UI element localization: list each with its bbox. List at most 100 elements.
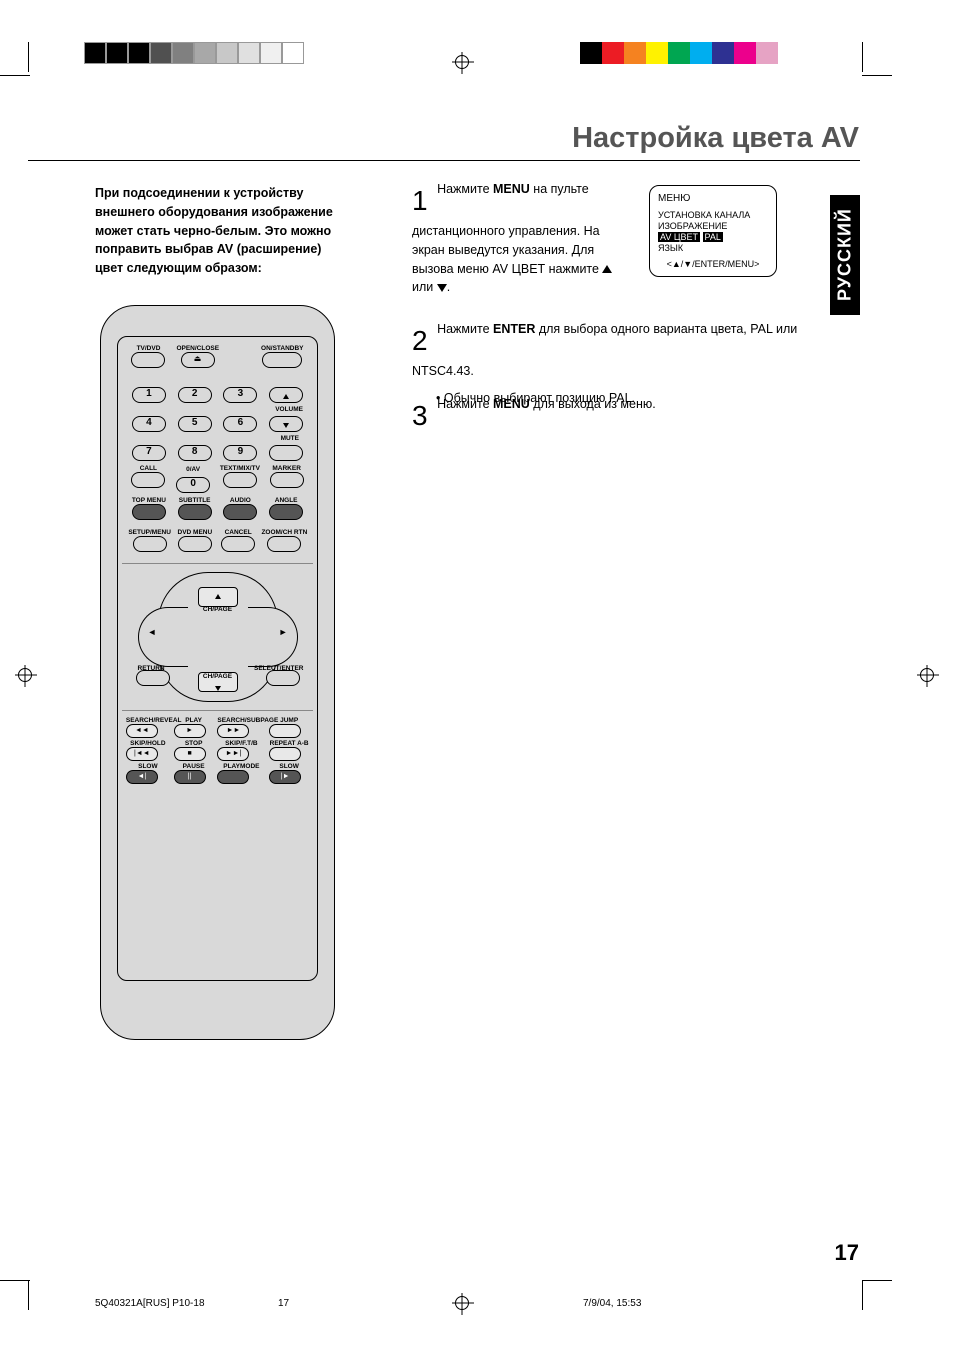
btn-label: TEXT/MIX/TV: [218, 465, 262, 472]
bold-menu: MENU: [493, 182, 530, 196]
remote-illustration: TV/DVD OPEN/CLOSE⏏ ON/STANDBY 1 2 3 VOLU…: [100, 305, 335, 1040]
osd-title: МЕНЮ: [658, 193, 768, 204]
footer-date: 7/9/04, 15:53: [583, 1298, 641, 1309]
step-number: 1: [412, 180, 428, 222]
crop-mark: [862, 1280, 892, 1281]
osd-selected-value: PAL: [703, 232, 723, 242]
grayscale-colorbar: [84, 42, 304, 64]
playmode-button: [217, 770, 249, 784]
btn-label: OPEN/CLOSE: [176, 345, 219, 352]
skip-back-button: |◄◄: [126, 747, 158, 761]
triangle-up-icon: [602, 265, 612, 273]
footer-doc-id: 5Q40321A[RUS] P10-18: [95, 1298, 205, 1309]
title-rule: [28, 160, 860, 161]
text: для выхода из меню.: [530, 397, 656, 411]
step-1: 1 Нажмите MENU на пульте дистанционного …: [412, 180, 632, 297]
osd-line: ИЗОБРАЖЕНИЕ: [658, 221, 768, 231]
btn-label: CALL: [128, 465, 168, 472]
triangle-down-icon: [437, 284, 447, 292]
language-tab: РУССКИЙ: [830, 195, 860, 315]
num-5-button: 5: [178, 416, 212, 432]
select-button: [266, 670, 300, 686]
crop-mark: [28, 1280, 29, 1310]
pause-button: ||: [174, 770, 206, 784]
btn-label: 0/AV: [173, 466, 213, 473]
btn-label: SETUP/MENU: [128, 529, 172, 536]
step-text: Нажмите MENU на пульте дистанционного уп…: [412, 182, 612, 294]
volume-label: VOLUME: [118, 406, 303, 413]
stop-button: ■: [174, 747, 206, 761]
osd-menu-box: МЕНЮ УСТАНОВКА КАНАЛА ИЗОБРАЖЕНИЕ AV ЦВЕ…: [649, 185, 777, 277]
down-icon: [215, 686, 221, 691]
search-sub-button: ►►: [217, 724, 249, 738]
jump-button: [269, 724, 301, 738]
osd-selected-label: AV ЦВЕТ: [658, 232, 700, 242]
vol-down-button: [269, 416, 303, 432]
bold-menu: MENU: [493, 397, 530, 411]
zoom-button: [267, 536, 301, 552]
play-button: ►: [174, 724, 206, 738]
registration-mark: [18, 668, 32, 682]
registration-mark: [455, 55, 469, 69]
text: Нажмите: [437, 397, 493, 411]
onstandby-button: [262, 352, 302, 368]
dvdmenu-button: [178, 536, 212, 552]
btn-label: CANCEL: [218, 529, 258, 536]
call-button: [131, 472, 165, 488]
text: или: [412, 280, 437, 294]
left-icon: ◄: [148, 627, 157, 637]
angle-button: [269, 504, 303, 520]
chpage-label: CH/PAGE: [199, 673, 237, 680]
num-2-button: 2: [178, 387, 212, 403]
repeat-button: [269, 747, 301, 761]
skip-fwd-button: ►►|: [217, 747, 249, 761]
btn-label: SUBTITLE: [175, 497, 215, 504]
marker-button: [270, 472, 304, 488]
btn-label: SEARCH/SUBPAGE: [217, 717, 265, 724]
registration-mark: [455, 1296, 469, 1310]
nav-pad: CH/PAGE CH/PAGE ◄ ► RETURN SELECT/ENTER: [138, 572, 298, 702]
text: на пульте дистанционного управления. На …: [412, 182, 602, 276]
up-icon: [215, 594, 221, 599]
btn-label: PAUSE: [174, 763, 214, 770]
num-8-button: 8: [178, 445, 212, 461]
step-text: Нажмите MENU для выхода из меню.: [437, 397, 656, 411]
chpage-label: CH/PAGE: [199, 606, 237, 613]
mute-label: MUTE: [118, 435, 299, 442]
openclose-button: ⏏: [181, 352, 215, 368]
setupmenu-button: [133, 536, 167, 552]
btn-label: PLAYMODE: [217, 763, 265, 770]
return-button: [136, 670, 170, 686]
btn-label: STOP: [174, 740, 214, 747]
num-7-button: 7: [132, 445, 166, 461]
osd-line-selected: AV ЦВЕТ PAL: [658, 232, 768, 242]
cmyk-colorbar: [580, 42, 800, 64]
btn-label: TV/DVD: [131, 345, 165, 352]
cancel-button: [221, 536, 255, 552]
btn-label: DVD MENU: [175, 529, 215, 536]
footer-page: 17: [278, 1298, 289, 1309]
btn-label: AUDIO: [220, 497, 260, 504]
textmix-button: [223, 472, 257, 488]
btn-label: ANGLE: [266, 497, 306, 504]
step-text: Нажмите ENTER для выбора одного варианта…: [412, 322, 797, 378]
text: Нажмите: [437, 182, 493, 196]
step-number: 3: [412, 395, 428, 437]
osd-line: УСТАНОВКА КАНАЛА: [658, 210, 768, 220]
search-rev-button: ◄◄: [126, 724, 158, 738]
text: Нажмите: [437, 322, 493, 336]
btn-label: SLOW: [269, 763, 309, 770]
osd-footer: <▲/▼/ENTER/MENU>: [658, 259, 768, 269]
btn-label: SLOW: [126, 763, 170, 770]
num-6-button: 6: [223, 416, 257, 432]
osd-line: ЯЗЫК: [658, 243, 768, 253]
subtitle-button: [178, 504, 212, 520]
mute-button: [269, 445, 303, 461]
page-number: 17: [835, 1240, 859, 1266]
crop-mark: [28, 42, 29, 72]
page-title: Настройка цвета AV: [572, 122, 859, 155]
btn-label: JUMP: [269, 717, 309, 724]
btn-label: SKIP/F.T/B: [217, 740, 265, 747]
crop-mark: [0, 75, 30, 76]
btn-label: REPEAT A-B: [269, 740, 309, 747]
